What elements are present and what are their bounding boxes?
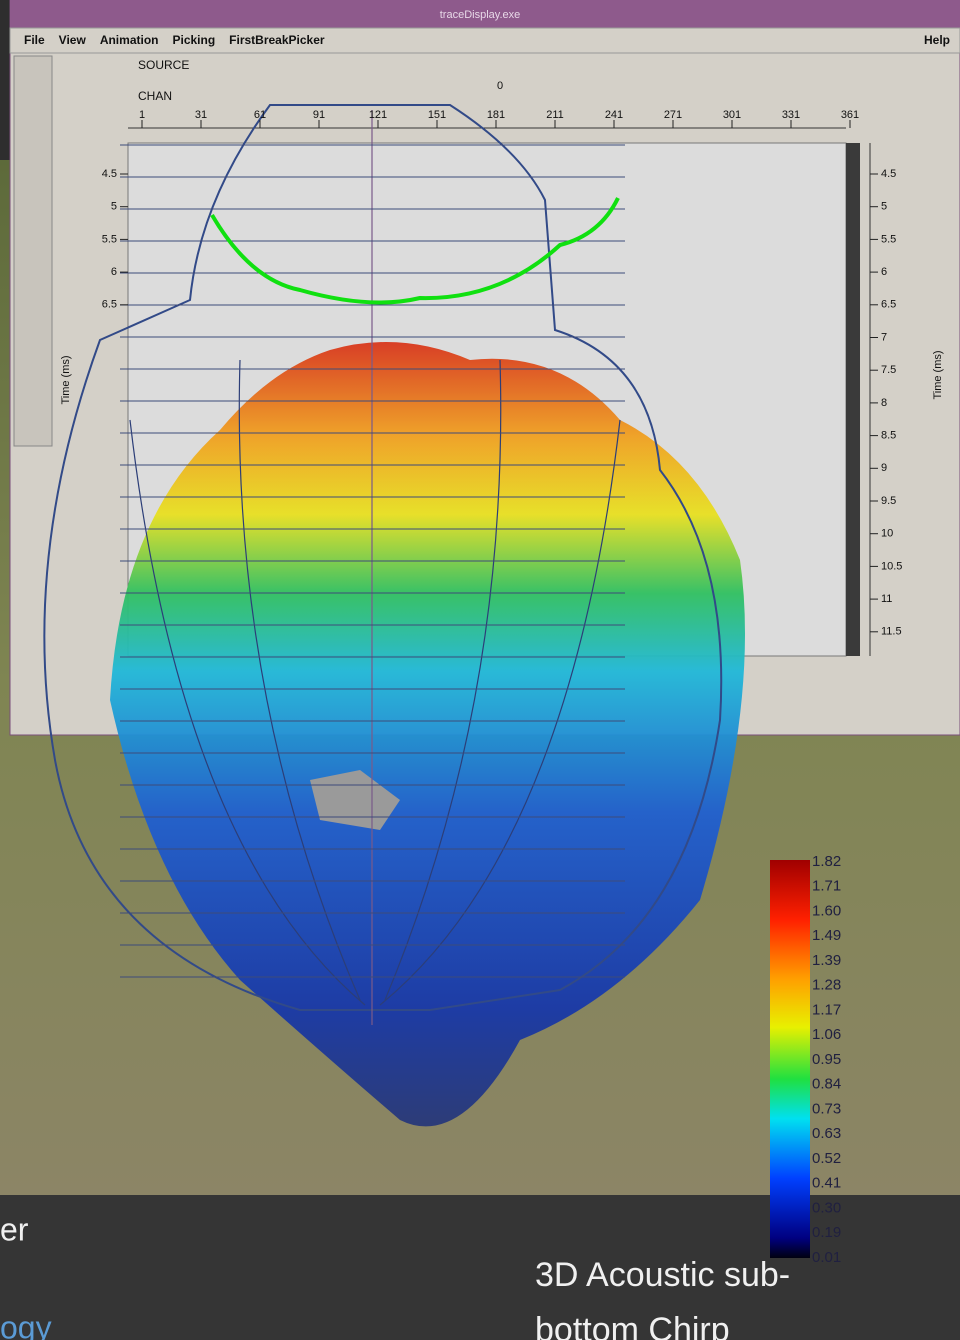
hull-stations — [120, 144, 625, 978]
colorbar-label: 0.01 — [812, 1249, 841, 1266]
time-tick-label: 6.5 — [102, 299, 117, 311]
time-tick-label: 11 — [881, 593, 892, 605]
chan-tick-label: 241 — [605, 109, 623, 121]
time-tick-label: 5.5 — [881, 233, 896, 245]
colorbar-label: 1.17 — [812, 1001, 841, 1018]
time-tick-label: 9 — [881, 462, 887, 474]
colorbar-label: 0.84 — [812, 1076, 841, 1093]
colorbar-label: 0.30 — [812, 1199, 841, 1216]
time-tick-label: 4.5 — [881, 168, 896, 180]
slide-footer — [0, 1195, 960, 1340]
menu-item[interactable]: File — [24, 33, 45, 47]
chan-tick-label: 211 — [546, 109, 564, 121]
chan-tick-label: 301 — [723, 109, 741, 121]
colorbar-label: 0.41 — [812, 1175, 841, 1192]
chan-tick-label: 91 — [313, 109, 325, 121]
menu-bar — [9, 27, 960, 54]
hull-outline — [43, 104, 723, 1011]
window-title: traceDisplay.exe — [440, 9, 521, 21]
chan-tick-label: 31 — [195, 109, 207, 121]
title-bar — [10, 0, 960, 28]
time-tick-label: 9.5 — [881, 495, 896, 507]
slide-text: ogy — [0, 1309, 52, 1340]
chan-tick-label: 181 — [487, 109, 505, 121]
hull-lines — [43, 104, 723, 1025]
time-tick-label: 5.5 — [102, 233, 117, 245]
menu-item[interactable]: Animation — [100, 33, 159, 47]
chan-label: CHAN — [138, 89, 172, 103]
time-tick-label: 11.5 — [881, 626, 902, 638]
colorbar-label: 1.39 — [812, 952, 841, 969]
axis-label: Time (ms) — [60, 355, 72, 404]
chan-tick-label: 61 — [254, 109, 266, 121]
menu-item[interactable]: Picking — [172, 33, 215, 47]
time-tick-label: 8.5 — [881, 430, 896, 442]
time-tick-label: 10 — [881, 528, 893, 540]
menu-item[interactable]: View — [59, 33, 87, 47]
colorbar-label: 0.73 — [812, 1100, 841, 1117]
source-label: SOURCE — [138, 58, 189, 72]
hull-curves — [129, 359, 621, 1006]
bathymetry — [110, 342, 745, 1127]
time-tick-label: 6 — [881, 266, 887, 278]
chan-tick-label: 271 — [664, 109, 682, 121]
colorbar-label: 1.28 — [812, 977, 841, 994]
colorbar-label: 0.95 — [812, 1051, 841, 1068]
colorbar-label: 0.52 — [812, 1150, 841, 1167]
menu-help[interactable]: Help — [924, 33, 950, 47]
time-tick-label: 5 — [111, 201, 117, 213]
chan-tick-label: 361 — [841, 109, 859, 121]
time-tick-label: 7.5 — [881, 364, 896, 376]
colorbar — [770, 860, 810, 1258]
caption: 3D Acoustic sub- — [535, 1256, 790, 1294]
seismic-strip — [846, 143, 860, 656]
time-tick-label: 4.5 — [102, 168, 117, 180]
menu-item[interactable]: FirstBreakPicker — [229, 33, 325, 47]
chan-tick-label: 1 — [139, 109, 145, 121]
time-tick-label: 6 — [111, 266, 117, 278]
colorbar-label: 1.06 — [812, 1026, 841, 1043]
time-tick-label: 10.5 — [881, 560, 902, 572]
toolbar — [13, 55, 53, 447]
colorbar-label: 1.60 — [812, 902, 841, 919]
chan-tick-label: 151 — [428, 109, 446, 121]
time-tick-label: 6.5 — [881, 299, 896, 311]
source-value: 0 — [497, 80, 503, 92]
picked-horizon — [210, 197, 620, 305]
slide-text: er — [0, 1211, 29, 1247]
colorbar-label: 0.63 — [812, 1125, 841, 1142]
chan-tick-label: 121 — [369, 109, 387, 121]
caption: bottom Chirp — [535, 1311, 730, 1340]
colorbar-label: 0.19 — [812, 1224, 841, 1241]
time-tick-label: 7 — [881, 331, 887, 343]
colorbar-label: 1.82 — [812, 853, 841, 870]
axis-label: Time (ms) — [932, 350, 944, 399]
chan-tick-label: 331 — [782, 109, 800, 121]
time-tick-label: 5 — [881, 201, 887, 213]
colorbar-label: 1.71 — [812, 878, 841, 895]
colorbar-label: 1.49 — [812, 927, 841, 944]
time-tick-label: 8 — [881, 397, 887, 409]
